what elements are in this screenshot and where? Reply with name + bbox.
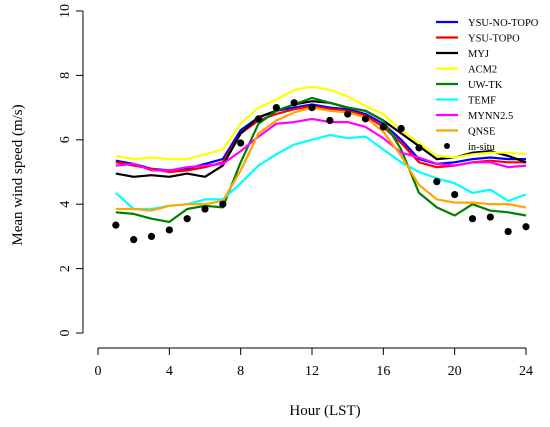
data-point-in-situ <box>112 221 120 229</box>
x-tick-label: 24 <box>519 364 533 379</box>
x-axis-label: Hour (LST) <box>289 403 360 419</box>
series-line-acm2 <box>115 85 527 161</box>
legend-label-uw-tk: UW-TK <box>468 80 503 91</box>
data-point-in-situ <box>147 232 156 240</box>
legend-label-ysu-topo: YSU-TOPO <box>468 34 520 45</box>
series-line-uw-tk <box>115 96 527 223</box>
x-tick-label: 0 <box>95 364 102 379</box>
data-point-in-situ <box>397 124 405 133</box>
data-point-in-situ <box>415 144 423 152</box>
data-point-in-situ <box>290 99 298 107</box>
data-point-in-situ <box>344 110 352 118</box>
data-point-in-situ <box>433 178 441 186</box>
x-tick-label: 16 <box>376 364 390 379</box>
series-line-myj <box>115 100 527 178</box>
data-point-in-situ <box>201 205 209 213</box>
data-point-in-situ <box>361 115 370 123</box>
y-tick-label: 6 <box>58 136 73 143</box>
x-tick-label: 20 <box>448 364 462 379</box>
data-point-in-situ <box>468 215 477 223</box>
legend-label-qnse: QNSE <box>468 127 495 138</box>
legend-label-in-situ: in-situ <box>468 142 496 153</box>
data-point-in-situ <box>308 104 316 112</box>
data-point-in-situ <box>522 223 530 231</box>
data-point-in-situ <box>130 236 138 244</box>
y-tick-label: 10 <box>58 4 73 18</box>
data-point-in-situ <box>504 227 512 236</box>
data-point-in-situ <box>165 226 173 234</box>
legend-label-acm2: ACM2 <box>468 65 497 76</box>
data-point-in-situ <box>219 200 227 208</box>
legend-label-ysu-no-topo: YSU-NO-TOPO <box>468 18 539 29</box>
legend: YSU-NO-TOPO YSU-TOPO MYJ ACM2 UW-TK TEMF MYNN2… <box>436 18 539 153</box>
y-tick-label: 2 <box>58 265 73 272</box>
y-axis-label: Mean wind speed (m/s) <box>10 104 26 245</box>
y-tick-label: 4 <box>58 201 73 208</box>
data-point-in-situ <box>451 190 459 199</box>
data-point-in-situ <box>272 104 280 112</box>
legend-label-myj: MYJ <box>468 49 489 60</box>
series-line-ysu-no-topo <box>115 103 526 172</box>
series-line-mynn2-5 <box>115 117 527 172</box>
series-line-ysu-topo <box>115 104 526 174</box>
x-tick-label: 4 <box>166 364 173 379</box>
x-tick-label: 12 <box>305 364 319 379</box>
data-point-in-situ <box>486 213 494 221</box>
y-tick-label: 0 <box>58 330 73 337</box>
data-point-in-situ <box>237 139 245 147</box>
data-point-in-situ <box>326 116 334 125</box>
data-point-in-situ <box>379 123 387 131</box>
data-point-in-situ <box>183 215 191 223</box>
data-point-in-situ <box>254 115 263 123</box>
series-line-qnse <box>115 106 527 212</box>
x-tick-label: 8 <box>237 364 244 379</box>
series-layer <box>112 85 530 244</box>
legend-label-mynn2-5: MYNN2.5 <box>468 111 513 122</box>
y-tick-label: 8 <box>58 72 73 79</box>
legend-label-temf: TEMF <box>468 96 496 107</box>
legend-marker-in-situ <box>444 143 450 149</box>
